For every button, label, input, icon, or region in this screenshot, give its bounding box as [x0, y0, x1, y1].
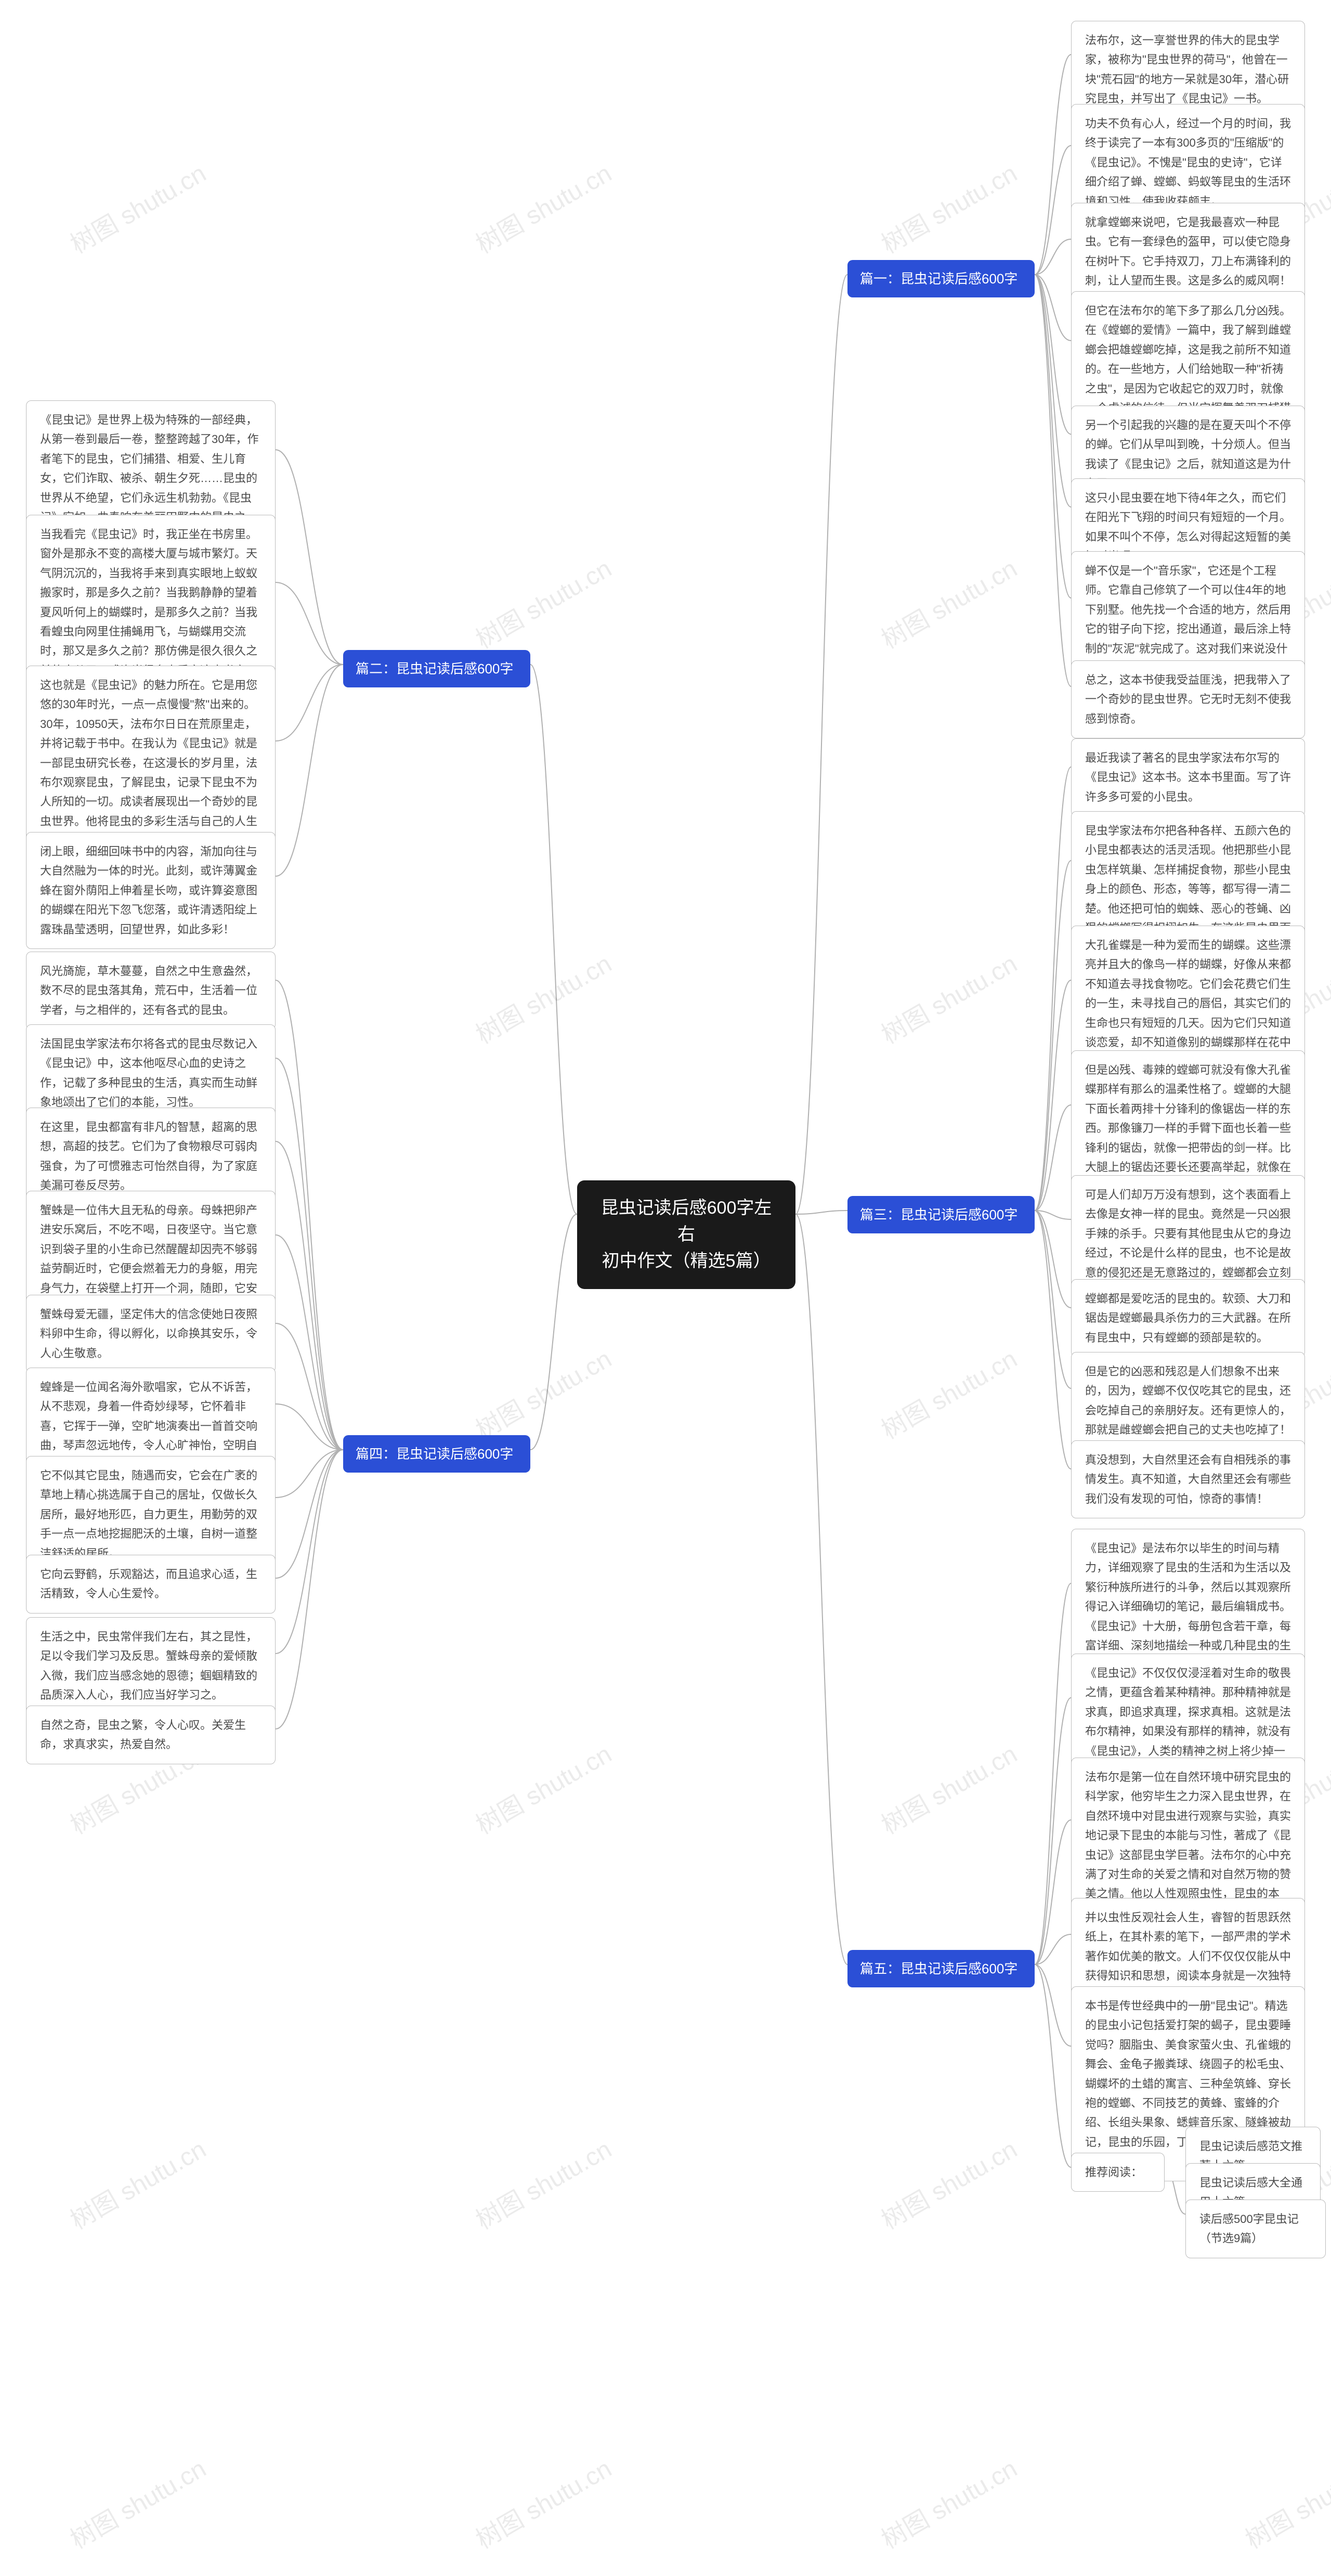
- watermark: 树图 shutu.cn: [468, 944, 617, 1051]
- leaf-b4-0: 风光旖旎，草木蔓蔓，自然之中生意盎然，数不尽的昆虫落其角，荒石中，生活着一位学者…: [26, 952, 276, 1030]
- leaf-b3-7: 真没想到，大自然里还会有自相残杀的事情发生。真不知道，大自然里还会有哪些我们没有…: [1071, 1440, 1305, 1518]
- mindmap-canvas: 树图 shutu.cn 树图 shutu.cn 树图 shutu.cn 树图 shut…: [0, 0, 1331, 2576]
- watermark: 树图 shutu.cn: [873, 549, 1023, 656]
- watermark: 树图 shutu.cn: [873, 153, 1023, 261]
- branch-b2[interactable]: 篇二：昆虫记读后感600字: [343, 650, 530, 687]
- leaf-b2-3: 闭上眼，细细回味书中的内容，渐加向往与大自然融为一体的时光。此刻，或许薄翼金蜂在…: [26, 832, 276, 949]
- branch-b3[interactable]: 篇三：昆虫记读后感600字: [847, 1196, 1035, 1233]
- watermark: 树图 shutu.cn: [62, 153, 212, 261]
- watermark: 树图 shutu.cn: [468, 1734, 617, 1841]
- watermark: 树图 shutu.cn: [468, 1339, 617, 1446]
- watermark: 树图 shutu.cn: [468, 549, 617, 656]
- leaf-b4-9: 自然之奇，昆虫之繁，令人心叹。关爱生命，求真求实，热爱自然。: [26, 1706, 276, 1764]
- watermark: 树图 shutu.cn: [62, 2449, 212, 2556]
- branch-b1[interactable]: 篇一：昆虫记读后感600字: [847, 260, 1035, 297]
- branch-b4[interactable]: 篇四：昆虫记读后感600字: [343, 1435, 530, 1473]
- watermark: 树图 shutu.cn: [873, 2449, 1023, 2556]
- leaf-b5-5-2: 读后感500字昆虫记（节选9篇）: [1185, 2200, 1326, 2258]
- watermark: 树图 shutu.cn: [468, 2129, 617, 2236]
- watermark: 树图 shutu.cn: [873, 2129, 1023, 2236]
- leaf-b5-5: 推荐阅读：: [1071, 2153, 1165, 2192]
- watermark: 树图 shutu.cn: [62, 2129, 212, 2236]
- leaf-b4-4: 蟹蛛母爱无疆，坚定伟大的信念使她日夜照料卵中生命，得以孵化，以命换其安乐，令人心…: [26, 1295, 276, 1373]
- watermark: 树图 shutu.cn: [873, 1734, 1023, 1841]
- leaf-b1-7: 总之，这本书使我受益匪浅，把我带入了一个奇妙的昆虫世界。它无时无刻不使我感到惊奇…: [1071, 660, 1305, 738]
- watermark: 树图 shutu.cn: [873, 944, 1023, 1051]
- leaf-b1-2: 就拿螳螂来说吧，它是我最喜欢一种昆虫。它有一套绿色的盔甲，可以使它隐身在树叶下。…: [1071, 203, 1305, 301]
- watermark: 树图 shutu.cn: [468, 153, 617, 261]
- branch-b5[interactable]: 篇五：昆虫记读后感600字: [847, 1950, 1035, 1987]
- leaf-b4-8: 生活之中，民虫常伴我们左右，其之昆性，足以令我们学习及反思。蟹蛛母亲的爱倾散入微…: [26, 1617, 276, 1715]
- watermark: 树图 shutu.cn: [468, 2449, 617, 2556]
- watermark: 树图 shutu.cn: [873, 1339, 1023, 1446]
- watermark: 树图 shutu.cn: [1237, 2449, 1331, 2556]
- leaf-b3-5: 螳螂都是爱吃活的昆虫的。软颈、大刀和锯齿是螳螂最具杀伤力的三大武器。在所有昆虫中…: [1071, 1279, 1305, 1357]
- leaf-b3-0: 最近我读了著名的昆虫学家法布尔写的《昆虫记》这本书。这本书里面。写了许许多多可爱…: [1071, 738, 1305, 816]
- center-topic: 昆虫记读后感600字左右 初中作文（精选5篇）: [577, 1180, 795, 1289]
- leaf-b4-7: 它向云野鹤，乐观豁达，而且追求心适，生活精致，令人心生爱怜。: [26, 1555, 276, 1614]
- leaf-b3-6: 但是它的凶恶和残忍是人们想象不出来的，因为，螳螂不仅仅吃其它的昆虫，还会吃掉自己…: [1071, 1352, 1305, 1450]
